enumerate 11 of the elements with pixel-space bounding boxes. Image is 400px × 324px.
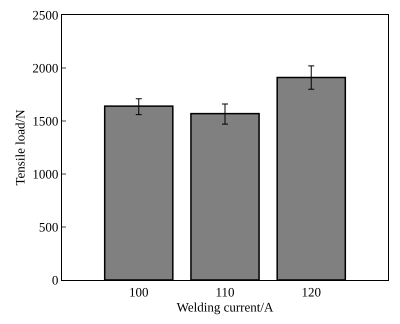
y-tick-label: 0 [52, 272, 58, 288]
x-tick-label: 120 [301, 284, 321, 300]
y-tick-label: 1500 [32, 114, 58, 129]
y-tick-label: 1000 [32, 166, 58, 182]
x-tick-label: 110 [215, 284, 235, 300]
y-tick-label: 2000 [32, 60, 58, 76]
y-tick-label: 2500 [32, 8, 58, 23]
x-axis-title: Welding current/A [176, 300, 274, 315]
y-tick-label: 500 [38, 220, 58, 235]
x-tick-label: 100 [129, 284, 149, 300]
y-axis-title: Tensile load/N [12, 108, 28, 186]
